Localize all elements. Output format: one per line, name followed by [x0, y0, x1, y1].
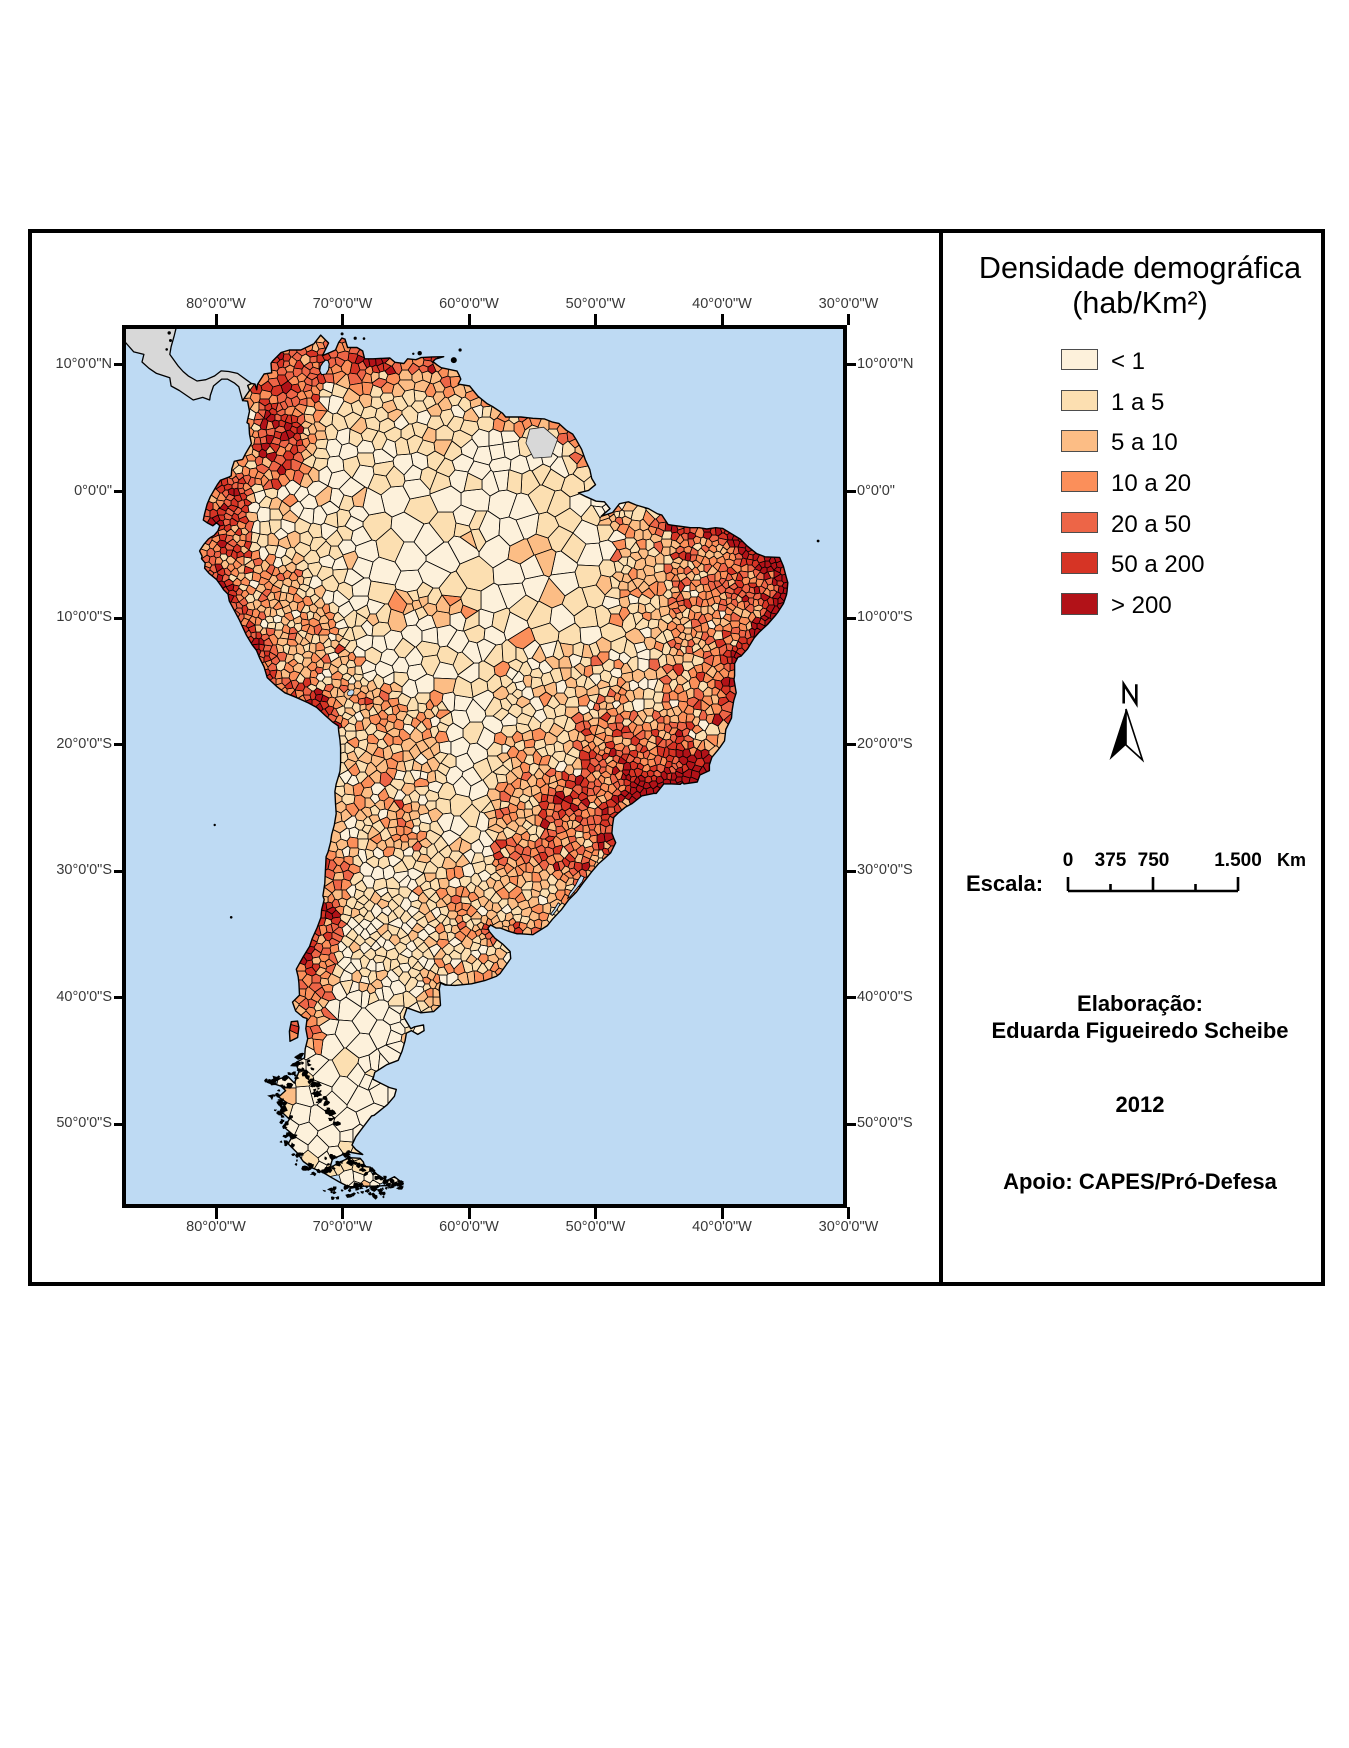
svg-text:1.500: 1.500 [1214, 850, 1262, 871]
svg-text:750: 750 [1138, 850, 1170, 871]
svg-text:0: 0 [1063, 850, 1074, 871]
svg-text:375: 375 [1095, 850, 1127, 871]
svg-text:Km: Km [1277, 850, 1306, 870]
